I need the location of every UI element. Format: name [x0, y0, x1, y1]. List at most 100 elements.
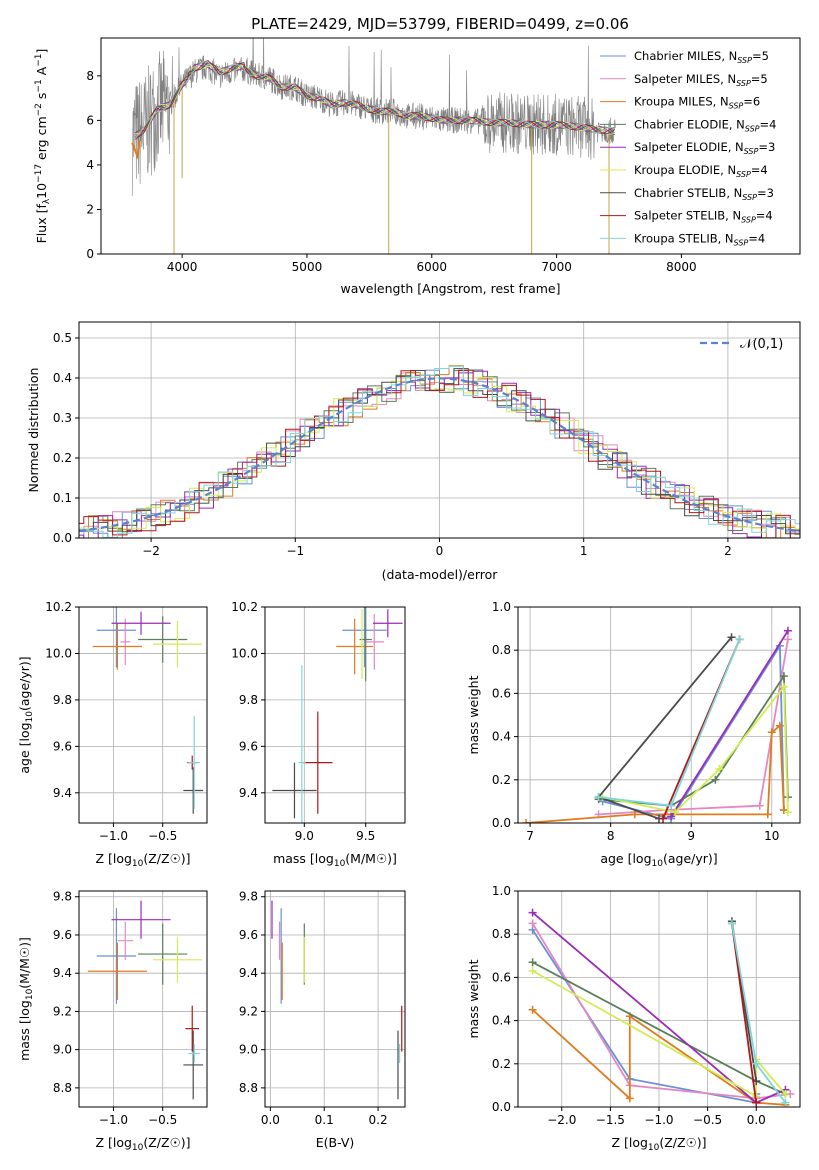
- legend-entry-4: Salpeter ELODIE, NSSP=3: [634, 140, 775, 156]
- x-axis-label: wavelength [Angstrom, rest frame]: [340, 281, 560, 296]
- weight-marker: [667, 812, 676, 821]
- x-tick-label: −1: [286, 544, 304, 558]
- spectrum-model-8: [134, 60, 616, 140]
- x-axis-label: age [log10(age/yr)]: [600, 851, 717, 869]
- y-tick-label: 9.8: [53, 693, 72, 707]
- y-tick-label: 0.6: [492, 970, 511, 984]
- weight-line-8: [731, 923, 787, 1104]
- weight-marker: [630, 810, 639, 819]
- x-tick-label: 0.1: [315, 1113, 334, 1127]
- y-tick-label: 9.6: [53, 928, 72, 942]
- weight-marker: [779, 806, 788, 815]
- legend-entry-3: Chabrier ELODIE, NSSP=4: [634, 117, 776, 133]
- weight-marker: [781, 1098, 790, 1107]
- spectrum-legend: Chabrier MILES, NSSP=5 Salpeter MILES, NS…: [600, 49, 776, 247]
- y-tick-label: 9.6: [239, 928, 258, 942]
- x-tick-label: 1: [580, 544, 588, 558]
- y-tick-label: 8.8: [53, 1081, 72, 1095]
- plot-area: [271, 900, 403, 1100]
- legend-entry: 𝒩(0,1): [740, 337, 783, 352]
- figure-title: PLATE=2429, MJD=53799, FIBERID=0499, z=0…: [251, 15, 629, 33]
- x-axis-label: Z [log10(Z/Z☉)]: [95, 1135, 190, 1153]
- spectrum-model-6: [134, 62, 616, 138]
- weight-marker: [752, 1059, 761, 1068]
- y-tick-label: 9.8: [239, 693, 258, 707]
- y-tick-label: 0.1: [53, 491, 72, 505]
- histogram-2: [79, 365, 800, 538]
- x-tick-label: −2.0: [547, 1113, 576, 1127]
- x-tick-label: 0.0: [747, 1113, 766, 1127]
- weight-marker: [755, 801, 764, 810]
- x-tick-label: −0.5: [148, 829, 177, 843]
- weight-marker: [779, 682, 788, 691]
- axes-frame: [78, 606, 208, 824]
- x-tick-label: −2: [142, 544, 160, 558]
- panel-weight_vs_Z: −2.0 −1.5 −1.0 −0.5 0.0 0.0 0.2 0.4 0.6 0.8 1.0 Z […: [466, 884, 801, 1153]
- y-tick-label: 0.0: [492, 816, 511, 830]
- normal-curve: [79, 377, 800, 533]
- legend-entry-1: Salpeter MILES, NSSP=5: [634, 72, 768, 88]
- x-tick-label: 9: [687, 829, 695, 843]
- x-tick-label: 2: [724, 544, 732, 558]
- weight-line-1: [598, 639, 789, 816]
- legend-entry-6: Chabrier STELIB, NSSP=3: [634, 186, 774, 202]
- y-tick-label: 0.8: [492, 643, 511, 657]
- weight-marker: [752, 1098, 761, 1107]
- legend-entry-8: Kroupa STELIB, NSSP=4: [634, 231, 765, 247]
- panel-residuals: −2 −1 0 1 2 0.0 0.1 0.2 0.3 0.4 0.5 𝒩(0,1) (data-mod…: [26, 321, 801, 582]
- x-tick-label: −0.5: [693, 1113, 722, 1127]
- y-tick-label: 9.4: [239, 786, 258, 800]
- y-tick-label: 9.4: [53, 966, 72, 980]
- axes-frame: [264, 890, 406, 1108]
- plot-area: [131, 38, 616, 254]
- x-axis-label: mass [log10(M/M☉)]: [273, 851, 397, 869]
- x-axis-label: (data-model)/error: [382, 567, 499, 582]
- y-tick-label: 9.8: [239, 890, 258, 904]
- panel-spectrum: 4000 5000 6000 7000 8000 0 2 4 6 8 wavelength [Ang…: [34, 37, 801, 296]
- axes-frame: [264, 606, 406, 824]
- plot-area: [87, 900, 204, 1100]
- weight-marker: [783, 626, 792, 635]
- y-tick-label: 9.6: [239, 739, 258, 753]
- y-tick-label: 10.2: [45, 600, 72, 614]
- x-tick-label: 5000: [292, 260, 323, 274]
- spectrum-model-5: [134, 62, 616, 135]
- weight-marker: [625, 1094, 634, 1103]
- weight-marker: [735, 635, 744, 644]
- panel-weight_vs_age: 7 8 9 10 0.0 0.2 0.4 0.6 0.8 1.0 age [log10(age/yr…: [466, 600, 801, 869]
- weight-line-8: [598, 639, 741, 807]
- y-tick-label: 0.4: [53, 371, 72, 385]
- weight-marker: [715, 765, 724, 773]
- y-tick-label: 9.4: [53, 786, 72, 800]
- legend-entry-0: Chabrier MILES, NSSP=5: [634, 49, 769, 65]
- plot-area: [522, 626, 792, 823]
- x-tick-label: −1.0: [99, 1113, 128, 1127]
- weight-marker: [727, 919, 736, 928]
- y-tick-label: 8.8: [239, 1081, 258, 1095]
- y-tick-label: 0.4: [492, 730, 511, 744]
- histogram-5: [79, 376, 800, 531]
- y-axis-label: Normed distribution: [26, 368, 41, 493]
- weight-marker: [671, 808, 680, 817]
- x-tick-label: 6000: [417, 260, 448, 274]
- weight-line-7: [731, 923, 758, 1103]
- y-tick-label: 10.0: [231, 646, 258, 660]
- weight-marker: [783, 635, 792, 644]
- plot-area: [272, 607, 403, 823]
- y-tick-label: 0.0: [53, 531, 72, 545]
- weight-marker: [528, 908, 537, 917]
- x-tick-label: −1.0: [644, 1113, 673, 1127]
- weight-marker: [528, 958, 537, 967]
- weight-marker: [528, 919, 537, 928]
- histogram-8: [79, 365, 800, 538]
- y-tick-label: 0.6: [492, 686, 511, 700]
- weight-marker: [779, 672, 788, 681]
- spectrum-model-start: [131, 140, 141, 160]
- weight-marker: [781, 1090, 790, 1099]
- x-axis-label: E(B-V): [316, 1135, 355, 1150]
- y-tick-label: 0.2: [53, 451, 72, 465]
- y-tick-label: 9.0: [53, 1043, 72, 1057]
- spectrum-model-4: [134, 64, 615, 135]
- weight-marker: [528, 966, 537, 975]
